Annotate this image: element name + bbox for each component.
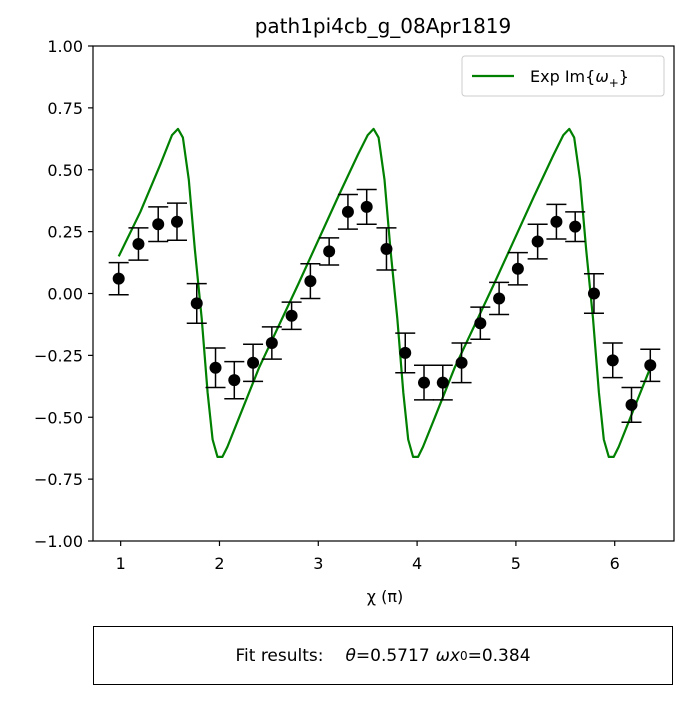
y-tick-label: 0.25 (47, 223, 83, 242)
data-marker (493, 292, 506, 305)
data-point (108, 261, 129, 296)
data-point (337, 193, 358, 230)
data-marker (511, 262, 524, 275)
y-tick-label: 0.50 (47, 161, 83, 180)
data-point (205, 347, 226, 389)
x-tick-label: 1 (116, 554, 126, 573)
data-point (565, 211, 586, 243)
data-point (527, 223, 548, 260)
data-marker (455, 356, 468, 369)
data-point (621, 386, 642, 423)
data-point (224, 360, 245, 400)
data-point (376, 227, 397, 271)
plot-frame (92, 45, 675, 542)
data-marker (360, 200, 373, 213)
x-tick-label: 5 (511, 554, 521, 573)
data-marker (265, 337, 278, 349)
data-point (507, 251, 528, 286)
data-marker (170, 215, 183, 228)
data-point (546, 203, 567, 240)
data-marker (152, 218, 165, 231)
data-marker (569, 220, 582, 233)
data-point (243, 343, 264, 383)
y-tick-label: 0.75 (47, 99, 83, 118)
data-point (395, 332, 416, 374)
y-tick-label: −0.50 (34, 408, 83, 427)
y-tick-label: −1.00 (34, 532, 83, 551)
data-marker (228, 374, 241, 387)
fit-results-box: Fit results: θ =0.5717 ω x 0 =0.384 (93, 626, 673, 685)
legend-prefix: Exp Im{ (530, 67, 595, 86)
data-point (451, 342, 472, 384)
data-marker (190, 297, 203, 310)
data-marker (587, 287, 600, 300)
data-marker (625, 398, 638, 411)
data-point (300, 263, 321, 300)
data-point (356, 188, 377, 225)
x-axis-ticks: 1 2 3 4 5 6 (116, 541, 620, 573)
data-marker (606, 354, 619, 367)
data-marker (380, 242, 393, 255)
x-axis-label: χ (π) (367, 587, 403, 606)
data-marker (209, 361, 222, 374)
theta-symbol: θ (345, 645, 356, 666)
data-point (281, 301, 302, 331)
x-subscript: 0 (459, 648, 468, 663)
data-marker (474, 317, 487, 330)
legend-box (461, 55, 665, 97)
legend-subscript: + (609, 76, 619, 90)
x-tick-label: 3 (313, 554, 323, 573)
chart-title: path1pi4cb_g_08Apr1819 (255, 14, 512, 38)
data-point (414, 364, 435, 401)
fit-curve-line (117, 127, 652, 458)
data-marker (323, 245, 336, 258)
data-marker (531, 235, 544, 248)
data-marker (399, 346, 412, 359)
legend: Exp Im{ω+} (461, 55, 665, 97)
y-axis-ticks: 1.00 0.75 0.50 0.25 0.00 −0.25 −0.50 −0.75 −1.00 (34, 37, 93, 551)
data-point (583, 272, 604, 315)
fit-results-label: Fit results: (235, 645, 324, 666)
data-marker (285, 309, 298, 322)
fit-curve-layer (117, 127, 652, 458)
x-tick-label: 6 (610, 554, 620, 573)
data-point (166, 202, 187, 242)
data-marker (341, 205, 354, 218)
y-tick-label: 1.00 (47, 37, 83, 56)
data-point (148, 206, 169, 243)
data-points-layer (108, 188, 661, 423)
y-tick-label: −0.25 (34, 346, 83, 365)
data-marker (436, 376, 449, 389)
x-symbol: x (449, 645, 460, 666)
legend-entry-label: Exp Im{ω+} (530, 67, 629, 90)
y-tick-label: 0.00 (47, 285, 83, 304)
omega-x-value: =0.384 (467, 645, 531, 666)
legend-suffix: } (619, 67, 629, 86)
data-marker (550, 215, 563, 228)
data-marker (418, 376, 431, 389)
theta-value: =0.5717 (355, 645, 430, 666)
data-point (640, 348, 661, 383)
data-marker (112, 272, 125, 285)
omega-symbol: ω (435, 645, 450, 666)
data-point (470, 306, 491, 341)
data-marker (644, 359, 657, 372)
data-point (261, 326, 282, 360)
data-point (602, 342, 623, 379)
data-marker (247, 356, 260, 369)
x-tick-label: 2 (214, 554, 224, 573)
x-tick-label: 4 (412, 554, 422, 573)
data-point (128, 227, 149, 261)
data-marker (304, 275, 317, 288)
data-point (489, 281, 510, 316)
data-marker (132, 238, 145, 250)
y-tick-label: −0.75 (34, 470, 83, 489)
data-point (432, 364, 453, 401)
legend-omega: ω (595, 67, 608, 86)
data-point (186, 282, 207, 324)
data-point (319, 237, 340, 266)
